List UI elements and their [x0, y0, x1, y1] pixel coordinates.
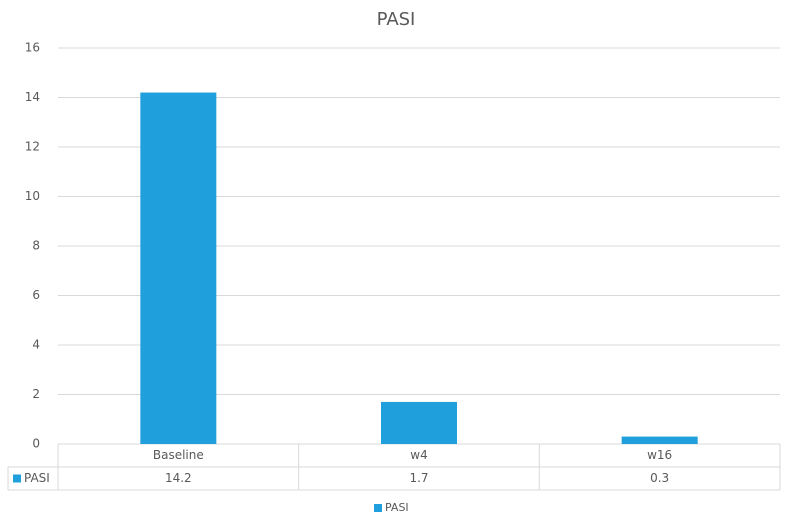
bar	[140, 92, 217, 445]
table-series-name: PASI	[24, 471, 50, 485]
y-tick-label: 6	[32, 288, 40, 302]
y-tick-label: 12	[25, 140, 40, 154]
legend-label: PASI	[385, 501, 409, 514]
x-tick-label: w4	[410, 448, 427, 462]
y-tick-label: 8	[32, 239, 40, 253]
y-tick-label: 10	[25, 189, 40, 203]
bar	[621, 436, 698, 444]
table-legend-key	[13, 474, 21, 483]
x-tick-label: w16	[647, 448, 672, 462]
table-value: 14.2	[165, 471, 192, 485]
table-value: 1.7	[409, 471, 428, 485]
chart-title: PASI	[377, 9, 416, 30]
bar	[381, 401, 457, 444]
y-tick-label: 2	[32, 387, 40, 401]
y-tick-label: 0	[32, 437, 40, 451]
y-tick-label: 16	[25, 41, 40, 55]
legend-key	[374, 504, 382, 512]
y-tick-label: 14	[25, 90, 40, 104]
x-tick-label: Baseline	[153, 448, 204, 462]
table-value: 0.3	[650, 471, 669, 485]
y-tick-label: 4	[32, 338, 40, 352]
